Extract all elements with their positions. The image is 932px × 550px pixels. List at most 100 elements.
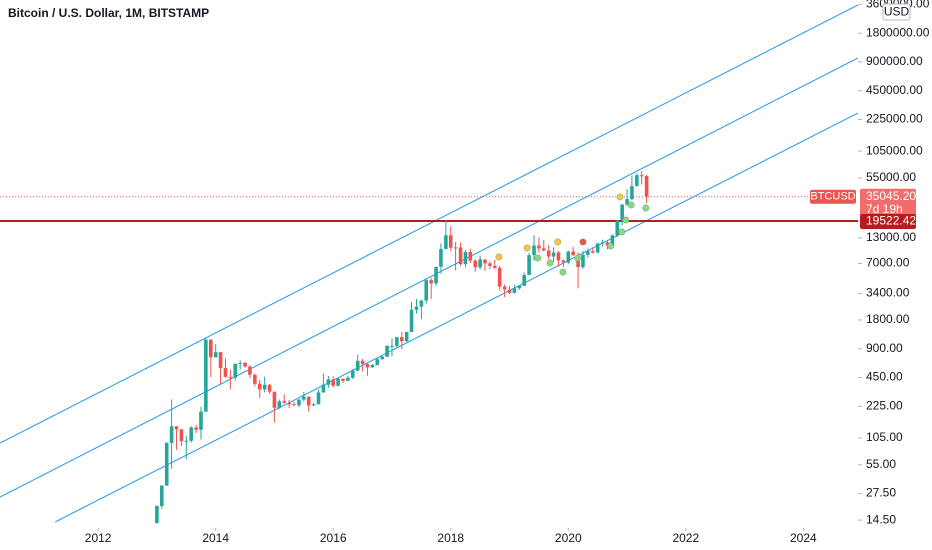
- y-tick-label: 105000.00: [866, 143, 923, 157]
- candle-body: [390, 345, 394, 347]
- candle-body: [522, 274, 527, 286]
- candle-body: [541, 248, 546, 251]
- candle-body: [302, 396, 306, 400]
- x-tick-label: 2022: [672, 531, 699, 545]
- candle-body: [414, 306, 419, 310]
- candle-body: [625, 199, 629, 205]
- candle-body: [233, 363, 238, 378]
- candle-body: [532, 245, 536, 256]
- candle-body: [218, 352, 223, 369]
- candle-body: [439, 248, 443, 267]
- candle-body: [272, 391, 277, 408]
- y-tick-label: 450000.00: [866, 83, 923, 97]
- plot-area: [0, 4, 858, 524]
- level-label: 19522.42: [866, 214, 916, 228]
- y-tick-label: 900000.00: [866, 54, 923, 68]
- channel-line: [0, 57, 858, 498]
- candle-body: [537, 245, 541, 249]
- candle-body: [179, 429, 184, 442]
- candle-body: [321, 384, 326, 393]
- candle-body: [385, 345, 389, 357]
- signal-dot: [622, 216, 630, 224]
- candle-body: [635, 175, 639, 187]
- candle-body: [581, 254, 585, 268]
- last-price-label: 35045.20: [866, 189, 916, 203]
- candle-body: [546, 250, 551, 257]
- level-box: [860, 213, 916, 229]
- candle-body: [639, 175, 644, 177]
- signal-dot: [546, 259, 554, 267]
- candle-body: [336, 378, 340, 386]
- candle-body: [502, 286, 507, 290]
- candle-body: [630, 186, 634, 200]
- candle-body: [517, 285, 522, 289]
- candle-body: [355, 360, 360, 371]
- signal-dot: [554, 238, 562, 246]
- candle-body: [590, 251, 595, 253]
- candle-body: [424, 280, 429, 301]
- candle-body: [169, 426, 174, 443]
- y-tick-label: 1800.00: [866, 312, 910, 326]
- candle-body: [463, 252, 468, 265]
- channel-line: [55, 112, 858, 523]
- signal-dot: [627, 201, 635, 209]
- candle-body: [223, 368, 228, 377]
- candle-body: [267, 384, 272, 392]
- candle-body: [292, 404, 296, 406]
- candle-body: [488, 263, 492, 266]
- candle-body: [257, 383, 262, 390]
- candle-body: [360, 360, 365, 364]
- candle-body: [478, 259, 482, 268]
- candle-body: [213, 352, 218, 358]
- candle-body: [174, 426, 179, 430]
- signal-dot: [495, 253, 503, 261]
- overlay: 3600000.001800000.00900000.00450000.0022…: [85, 0, 930, 545]
- signal-dot: [642, 204, 650, 212]
- candle-body: [375, 359, 380, 365]
- signal-dot: [616, 193, 624, 201]
- candle-body: [238, 362, 242, 364]
- candle-body: [262, 384, 267, 390]
- candle-body: [399, 337, 404, 342]
- signal-dot: [574, 254, 582, 262]
- currency[interactable]: USD: [884, 5, 910, 19]
- candle-body: [429, 280, 433, 284]
- candle-body: [644, 175, 649, 197]
- candle-body: [316, 392, 321, 405]
- countdown-label: 7d 19h: [866, 202, 903, 216]
- candle-body: [282, 401, 287, 403]
- candle-body: [243, 362, 247, 367]
- candle-body: [297, 399, 301, 406]
- candle-body: [595, 243, 600, 253]
- x-tick-label: 2012: [85, 531, 112, 545]
- candle-body: [380, 356, 384, 360]
- candle-body: [350, 370, 355, 378]
- candle-body: [365, 363, 370, 368]
- candle-body: [434, 266, 438, 284]
- candle-body: [346, 377, 350, 381]
- candle-body: [409, 309, 414, 332]
- currency-box[interactable]: [882, 3, 911, 21]
- y-tick-label: 105.00: [866, 430, 903, 444]
- candle-body: [404, 331, 409, 342]
- y-tick-label: 225.00: [866, 398, 903, 412]
- candle-body: [507, 289, 512, 293]
- candle-body: [551, 252, 556, 257]
- y-tick-label: 14.50: [866, 512, 896, 526]
- candle-body: [248, 366, 252, 375]
- candle-body: [610, 235, 615, 246]
- candle-body: [199, 411, 203, 430]
- candle-body: [620, 204, 624, 221]
- x-tick-label: 2020: [555, 531, 582, 545]
- candle-body: [586, 251, 590, 255]
- candle-body: [527, 255, 531, 275]
- candle-body: [468, 252, 473, 261]
- y-tick-label: 55000.00: [866, 170, 916, 184]
- y-tick-label: 55.00: [866, 457, 896, 471]
- channel-line: [0, 4, 858, 444]
- signal-dot: [618, 228, 626, 236]
- y-tick-label: 900.00: [866, 341, 903, 355]
- candle-body: [194, 427, 198, 430]
- y-tick-label: 7000.00: [866, 256, 910, 270]
